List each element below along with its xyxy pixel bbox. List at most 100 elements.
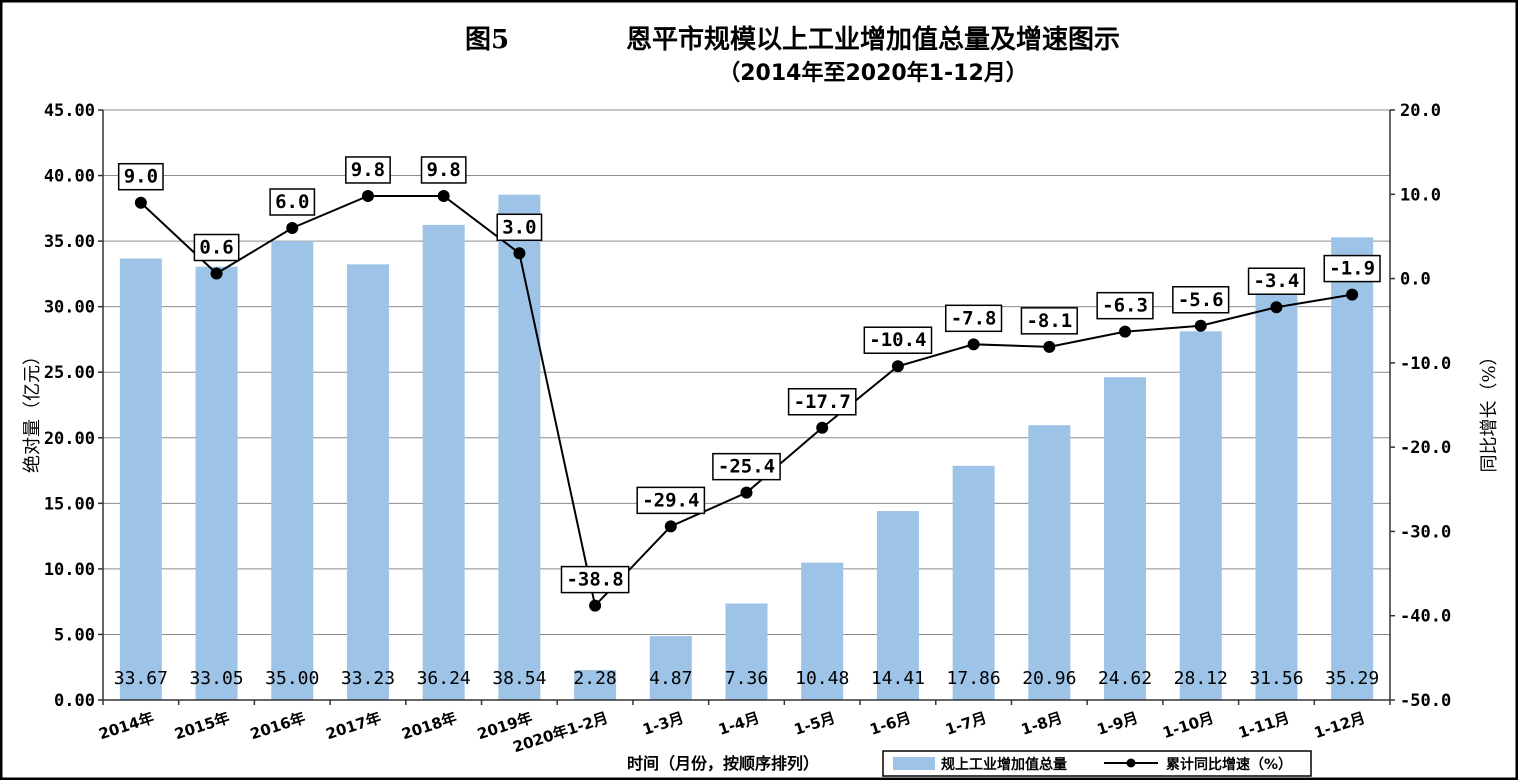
bar-value-label: 38.54: [492, 668, 546, 689]
bar: [1104, 377, 1147, 700]
line-point: [589, 599, 602, 612]
line-value-label-box: [787, 388, 857, 416]
y-tick-label: 0.00: [54, 691, 95, 711]
bar-value-label: 35.00: [265, 668, 319, 689]
line-value-label: -6.3: [1102, 295, 1148, 317]
y2-tick-label: -40.0: [1400, 607, 1451, 627]
line-point: [513, 247, 526, 260]
bar: [119, 258, 162, 700]
chart-subtitle-main: 恩平市规模以上工业增加值总量及增速图示: [626, 24, 1120, 55]
bar-value-label: 33.67: [114, 668, 168, 689]
line-value-label-box: [496, 213, 543, 242]
line-data-labels: 9.0 0.6 6.0 9.8 9.8 3.0 -38.8 -29.4 -25.4 -17.7 -1…: [117, 156, 1381, 594]
bar-value-label: 36.24: [417, 668, 471, 689]
line-point: [437, 189, 450, 202]
line-value-label-group: 9.8: [345, 156, 391, 184]
legend: 规上工业增加值总量 累计同比增速（%）: [882, 750, 1312, 777]
line-value-label: 3.0: [502, 216, 536, 238]
line-value-label-group: -10.4: [863, 326, 933, 354]
bar: [649, 636, 692, 700]
line-value-label-box: [117, 162, 164, 191]
y-tick-label: 40.00: [44, 167, 95, 187]
bar: [1331, 237, 1374, 700]
line-value-label: -38.8: [566, 569, 623, 591]
bar: [725, 603, 768, 700]
y-tick-label: 45.00: [44, 101, 95, 121]
line-value-label-box: [1096, 291, 1154, 320]
bar: [195, 266, 238, 700]
line-point: [286, 222, 299, 234]
axes: [98, 109, 1395, 705]
legend-box: [882, 750, 1312, 777]
bar: [346, 264, 389, 700]
line-value-label-box: [269, 188, 316, 216]
chart-title: 图5: [465, 25, 509, 55]
y-tick-label: 30.00: [44, 298, 95, 318]
line-value-label: 9.0: [124, 166, 158, 188]
bar: [422, 224, 465, 700]
line-series: [134, 189, 1359, 612]
chart-subtitle-period: （2014年至2020年1-12月）: [718, 60, 1028, 86]
y-tick-label: 20.00: [44, 429, 95, 449]
y2-axis-title: 同比增长（%）: [1479, 347, 1500, 472]
line-value-label-group: 3.0: [496, 213, 543, 242]
bar-value-label: 2.28: [573, 668, 616, 689]
line-value-label-box: [193, 233, 240, 262]
line-value-label-group: -5.6: [1172, 286, 1230, 314]
x-axis-title: 时间（月份，按顺序排列）: [627, 754, 819, 773]
chart-title-group: 图5 恩平市规模以上工业增加值总量及增速图示 （2014年至2020年1-12月…: [465, 24, 1120, 86]
bar-value-label: 10.48: [795, 668, 849, 689]
line-value-label: -8.1: [1026, 310, 1072, 332]
line-value-label-box: [420, 156, 467, 184]
y2-tick-label: 20.0: [1400, 101, 1441, 121]
bar-value-label: 20.96: [1022, 668, 1076, 689]
legend-line-label: 累计同比增速（%）: [1166, 756, 1292, 773]
line-value-label-group: 9.0: [117, 162, 164, 191]
y2-tick-label: -20.0: [1400, 438, 1451, 458]
legend-bar-swatch: [893, 757, 935, 770]
line-value-label-group: -7.8: [944, 304, 1003, 333]
line-point: [816, 421, 829, 434]
y2-tick-label: -10.0: [1400, 354, 1451, 374]
y-tick-label: 15.00: [44, 494, 95, 514]
line-point: [1270, 301, 1283, 314]
line-point: [740, 486, 753, 499]
y-tick-label: 5.00: [54, 625, 95, 645]
line-value-label-group: -3.4: [1247, 267, 1306, 295]
line-value-label-group: -38.8: [560, 565, 630, 594]
bar: [876, 511, 919, 700]
line-point: [891, 360, 904, 373]
line-value-label-group: -8.1: [1020, 307, 1078, 335]
line-point: [1346, 288, 1359, 301]
line-point: [361, 189, 374, 202]
line-value-label-group: -29.4: [636, 486, 706, 515]
y2-tick-label: 10.0: [1400, 185, 1441, 205]
bar: [498, 194, 541, 700]
line-value-label-group: -1.9: [1323, 254, 1381, 283]
line-value-label: -3.4: [1254, 270, 1300, 292]
line-point: [1194, 319, 1207, 332]
line-point: [134, 196, 147, 209]
line-value-label: -29.4: [642, 489, 699, 511]
line-point: [1043, 340, 1056, 353]
y2-tick-label: 0.0: [1400, 270, 1431, 290]
bar-value-label: 14.41: [871, 668, 925, 689]
line-value-label: -25.4: [718, 456, 775, 478]
y-tick-label: 10.00: [44, 560, 95, 580]
legend-bar-label: 规上工业增加值总量: [941, 756, 1067, 773]
line-value-label: -10.4: [869, 329, 926, 351]
line-value-label: -5.6: [1178, 289, 1224, 311]
y-tick-label: 25.00: [44, 363, 95, 383]
line-value-label-box: [560, 565, 630, 594]
line-value-label: 9.8: [351, 159, 385, 181]
line-value-label-group: 6.0: [269, 188, 316, 216]
legend-line-marker: [1126, 758, 1136, 768]
bar-value-label: 4.87: [649, 668, 692, 689]
bar-value-label: 28.12: [1174, 668, 1228, 689]
bar: [1255, 286, 1298, 700]
bar-value-label: 24.62: [1098, 668, 1152, 689]
bar-value-label: 7.36: [725, 668, 768, 689]
bar: [801, 562, 844, 700]
